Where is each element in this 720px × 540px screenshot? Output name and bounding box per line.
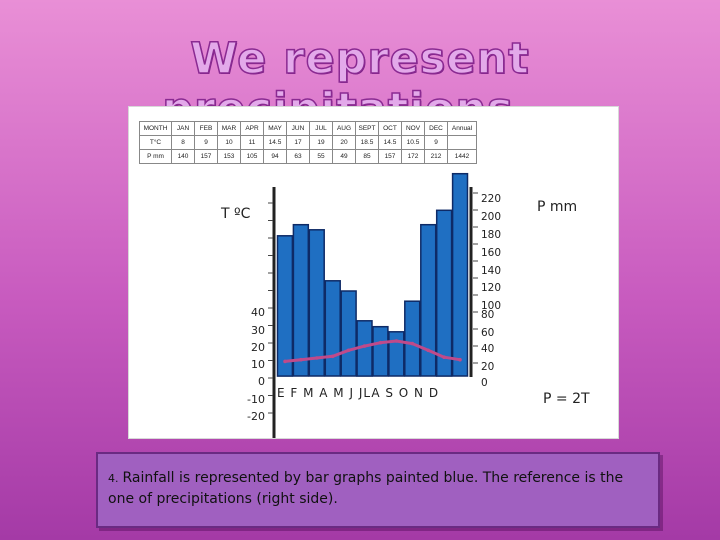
precipitation-bar [372,325,389,377]
right-axis-tick-label: 140 [481,265,501,277]
right-axis-tick-label: 80 [481,309,494,321]
precipitation-bar [388,331,405,377]
temperature-point [330,354,335,359]
right-axis-title: P mm [537,199,577,215]
table-row: P mm 140 157 153 105 94 63 55 49 85 157 … [139,149,477,164]
temperature-line [284,339,461,363]
x-axis-month-labels: E F M A M J JLA S O N D [277,386,439,400]
right-axis-tick-label: 40 [481,343,494,355]
precipitation-bar [308,229,325,377]
left-axis-tick-label: -10 [247,393,265,406]
left-axis-tick-label: -20 [247,410,265,423]
precipitation-bar [404,300,421,377]
precipitation-bar [451,172,469,377]
right-axis-tick-label: 100 [481,300,501,312]
note-box: 4. Rainfall is represented by bar graphs … [96,452,660,528]
temperature-point [283,359,287,364]
precipitation-bar [420,223,437,377]
table-cell: 1442 [447,149,477,164]
temperature-point [299,357,303,362]
precipitation-bar [324,280,341,377]
temperature-point [346,348,351,353]
table-cell: 105 [240,149,264,164]
note-body: Rainfall is represented by bar graphs pa… [108,470,624,507]
left-axis-tick-label: 20 [251,341,265,354]
temperature-point [378,340,383,345]
precipitation-bar [340,290,357,377]
temperature-point [442,355,446,359]
temperature-point [394,339,399,343]
temperature-point [458,357,462,362]
right-axis-tick-label: 0 [481,377,488,389]
right-axis-tick-label: 200 [481,211,501,223]
right-axis-tick-label: 220 [481,193,501,205]
precipitation-bar [276,235,294,377]
left-axis-tick-label: 0 [258,375,265,388]
left-axis-tick-label: 30 [251,324,265,337]
temperature-point [362,344,367,348]
table-cell: 212 [424,149,448,164]
precipitation-bar [435,209,453,377]
left-axis-tick-label: 40 [251,306,265,319]
right-axis-tick-label: 160 [481,247,501,259]
left-axis-tick-label: 10 [251,358,265,371]
note-text: 4. Rainfall is represented by bar graphs … [108,468,648,509]
note-number: 4. [108,472,119,485]
right-axis-tick-label: 120 [481,282,501,294]
temperature-point [410,341,415,346]
table-cell: 55 [309,149,333,164]
temperature-point [315,356,319,360]
right-axis-tick-label: 60 [481,327,494,339]
annotation-p-equals-2t: P = 2T [543,391,590,407]
right-axis-tick-label: 180 [481,229,501,241]
precipitation-bar [292,223,310,377]
chart-sheet: MONTH JAN FEB MAR APR MAY JUN JUL AUG SE… [128,106,619,439]
left-axis-title: T ºC [220,206,251,222]
table-header-row: MONTH JAN FEB MAR APR MAY JUN JUL AUG SE… [139,121,477,136]
table-cell: 49 [332,149,356,164]
temperature-point [426,348,431,353]
climate-table: MONTH JAN FEB MAR APR MAY JUN JUL AUG SE… [139,121,477,164]
right-axis-tick-label: 20 [481,361,494,373]
